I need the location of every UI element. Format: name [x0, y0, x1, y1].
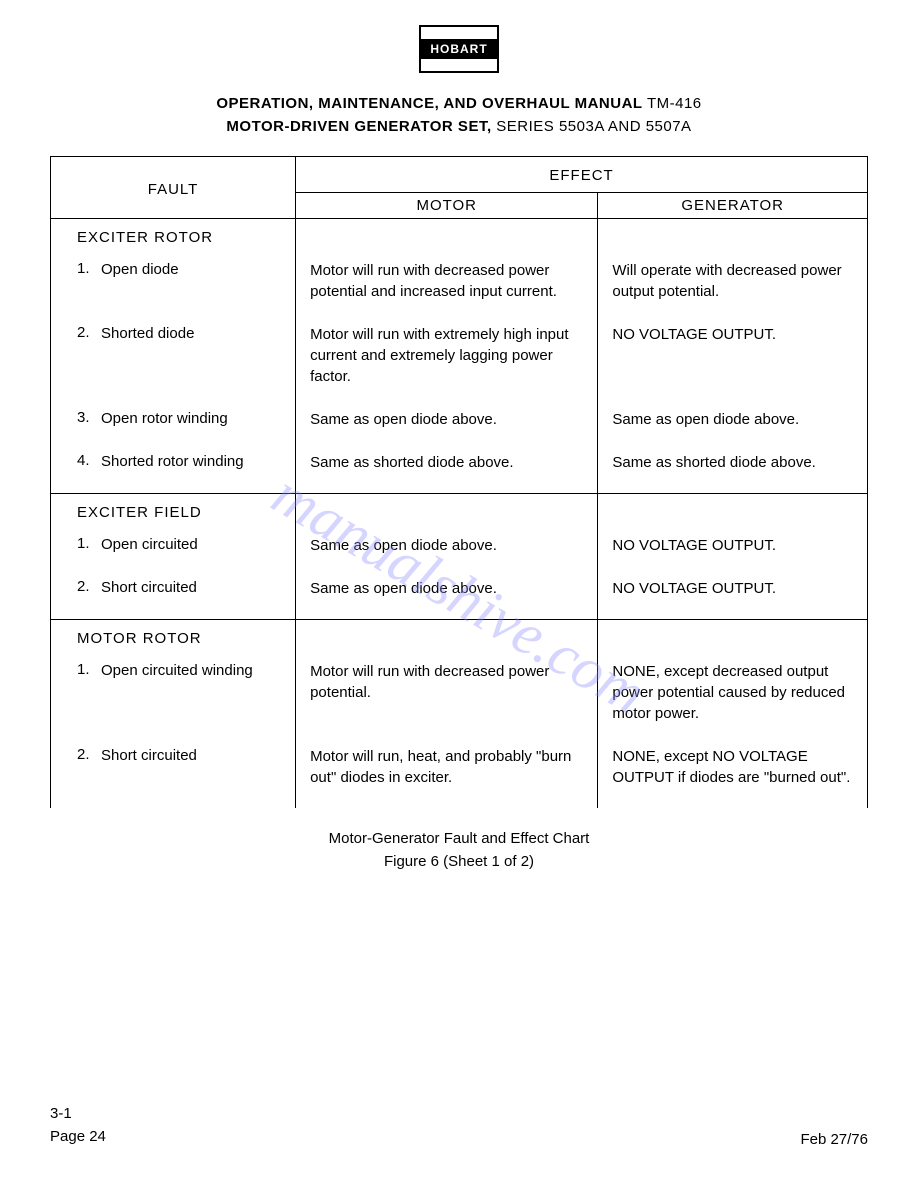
motor-effect-text: Same as open diode above. — [296, 401, 598, 444]
empty-cell — [598, 219, 868, 253]
fault-text: Short circuited — [101, 578, 281, 598]
fault-text: Open circuited — [101, 535, 281, 555]
motor-effect-text: Same as open diode above. — [296, 527, 598, 570]
footer-section: 3-1 — [50, 1105, 72, 1122]
motor-effect-text: Motor will run with extremely high input… — [296, 316, 598, 401]
footer-page: Page 24 — [50, 1128, 106, 1145]
generator-effect-text: NO VOLTAGE OUTPUT. — [598, 570, 868, 620]
empty-cell — [296, 620, 598, 654]
table-row: 2.Short circuited — [51, 738, 296, 808]
item-number: 2. — [77, 578, 101, 595]
title-line2-bold: MOTOR-DRIVEN GENERATOR SET, — [226, 118, 496, 135]
generator-effect-text: Will operate with decreased power output… — [598, 252, 868, 316]
hobart-logo: HOBART — [419, 25, 499, 73]
title-line2-series: SERIES 5503A AND 5507A — [496, 118, 691, 135]
generator-effect-text: Same as shorted diode above. — [598, 444, 868, 494]
logo-container: HOBART — [50, 25, 868, 73]
item-number: 1. — [77, 535, 101, 552]
generator-effect-text: NO VOLTAGE OUTPUT. — [598, 527, 868, 570]
table-row: 1.Open circuited winding — [51, 653, 296, 738]
fault-text: Shorted rotor winding — [101, 452, 281, 472]
table-row: 1.Open diode — [51, 252, 296, 316]
generator-effect-text: Same as open diode above. — [598, 401, 868, 444]
fault-text: Open diode — [101, 260, 281, 280]
item-number: 2. — [77, 324, 101, 341]
title-line1-id: TM-416 — [647, 95, 702, 112]
caption-line2: Figure 6 (Sheet 1 of 2) — [384, 853, 534, 870]
generator-effect-text: NO VOLTAGE OUTPUT. — [598, 316, 868, 401]
section-header: MOTOR ROTOR — [51, 620, 296, 654]
motor-effect-text: Motor will run with decreased power pote… — [296, 252, 598, 316]
col-header-motor: MOTOR — [296, 193, 598, 219]
table-row: 1.Open circuited — [51, 527, 296, 570]
generator-effect-text: NONE, except decreased output power pote… — [598, 653, 868, 738]
page-footer: 3-1 Page 24 Feb 27/76 — [50, 1103, 868, 1148]
col-header-generator: GENERATOR — [598, 193, 868, 219]
figure-caption: Motor-Generator Fault and Effect Chart F… — [50, 828, 868, 873]
empty-cell — [598, 620, 868, 654]
manual-title: OPERATION, MAINTENANCE, AND OVERHAUL MAN… — [50, 93, 868, 138]
fault-text: Short circuited — [101, 746, 281, 766]
empty-cell — [296, 494, 598, 528]
fault-effect-table: FAULT EFFECT MOTOR GENERATOR EXCITER ROT… — [50, 156, 868, 808]
title-line1-bold: OPERATION, MAINTENANCE, AND OVERHAUL MAN… — [216, 95, 647, 112]
item-number: 3. — [77, 409, 101, 426]
caption-line1: Motor-Generator Fault and Effect Chart — [329, 830, 590, 847]
motor-effect-text: Motor will run with decreased power pote… — [296, 653, 598, 738]
table-row: 2.Shorted diode — [51, 316, 296, 401]
footer-date: Feb 27/76 — [800, 1131, 868, 1148]
fault-text: Shorted diode — [101, 324, 281, 344]
item-number: 4. — [77, 452, 101, 469]
fault-text: Open rotor winding — [101, 409, 281, 429]
fault-text: Open circuited winding — [101, 661, 281, 681]
item-number: 1. — [77, 661, 101, 678]
table-row: 3.Open rotor winding — [51, 401, 296, 444]
table-row: 2.Short circuited — [51, 570, 296, 620]
table-row: 4.Shorted rotor winding — [51, 444, 296, 494]
motor-effect-text: Same as shorted diode above. — [296, 444, 598, 494]
col-header-fault: FAULT — [51, 157, 296, 219]
section-header: EXCITER FIELD — [51, 494, 296, 528]
item-number: 2. — [77, 746, 101, 763]
col-header-effect: EFFECT — [296, 157, 868, 193]
empty-cell — [598, 494, 868, 528]
logo-text: HOBART — [421, 41, 497, 57]
generator-effect-text: NONE, except NO VOLTAGE OUTPUT if diodes… — [598, 738, 868, 808]
section-header: EXCITER ROTOR — [51, 219, 296, 253]
empty-cell — [296, 219, 598, 253]
item-number: 1. — [77, 260, 101, 277]
motor-effect-text: Motor will run, heat, and probably "burn… — [296, 738, 598, 808]
motor-effect-text: Same as open diode above. — [296, 570, 598, 620]
